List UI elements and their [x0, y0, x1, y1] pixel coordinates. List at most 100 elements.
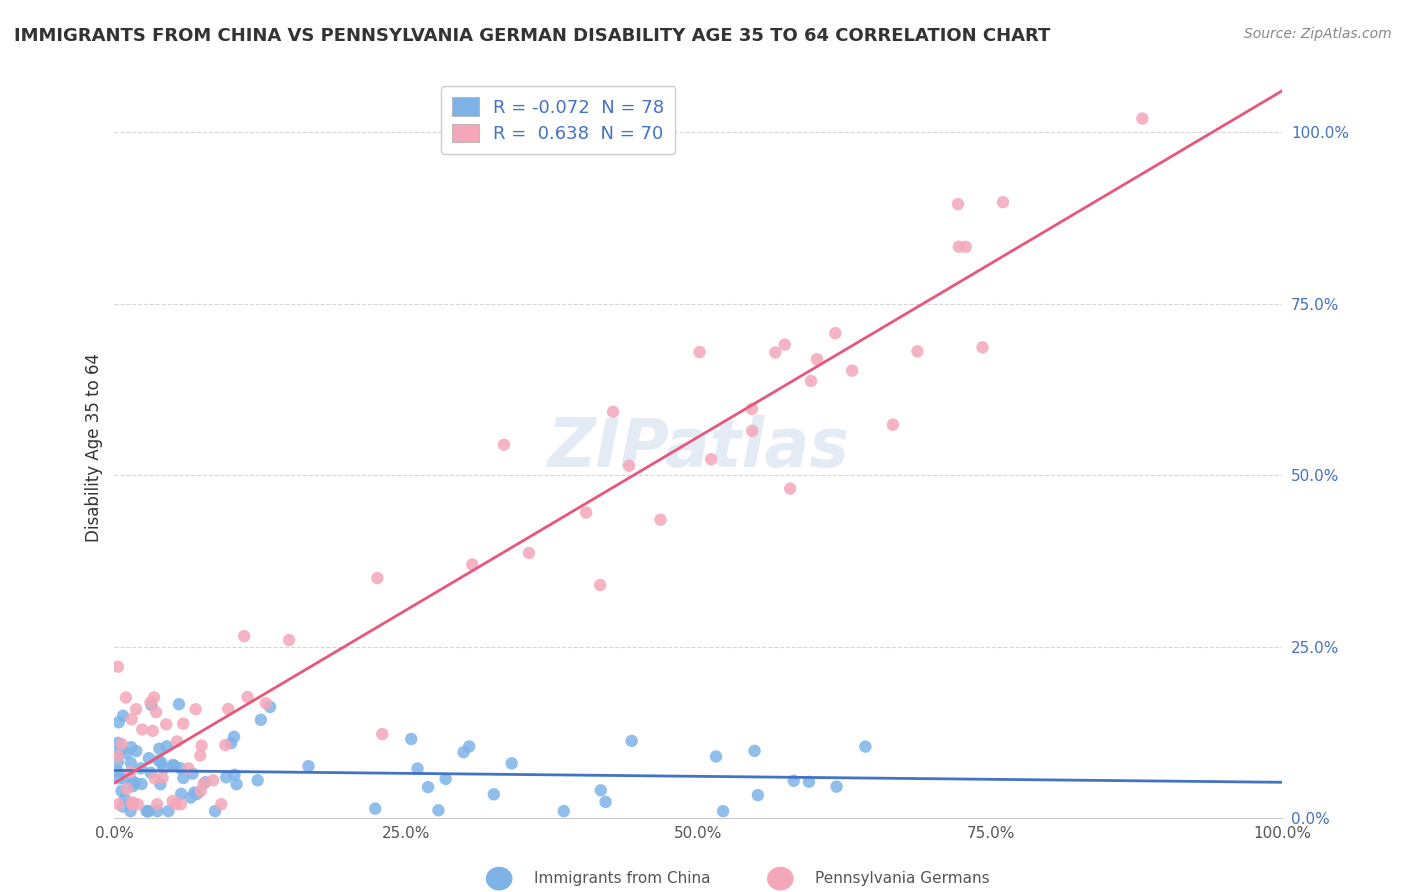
- Point: [162, 794, 184, 808]
- Point: [139, 765, 162, 780]
- Point: [107, 749, 129, 764]
- Point: [233, 629, 256, 643]
- Point: [824, 326, 846, 341]
- Point: [121, 774, 143, 789]
- Point: [689, 345, 711, 359]
- Point: [169, 761, 191, 775]
- Point: [204, 804, 226, 818]
- Point: [517, 546, 540, 560]
- Point: [946, 197, 969, 211]
- Point: [111, 737, 134, 751]
- Point: [589, 783, 612, 797]
- Point: [129, 761, 152, 775]
- Point: [236, 690, 259, 704]
- Point: [620, 734, 643, 748]
- Point: [152, 771, 174, 785]
- Point: [366, 571, 388, 585]
- Point: [120, 765, 142, 780]
- Point: [121, 797, 143, 812]
- Point: [209, 797, 232, 812]
- Point: [841, 364, 863, 378]
- Point: [783, 773, 806, 788]
- Point: [149, 777, 172, 791]
- Point: [225, 777, 247, 791]
- Point: [115, 747, 138, 761]
- Text: Immigrants from China: Immigrants from China: [534, 871, 711, 886]
- Point: [825, 780, 848, 794]
- Point: [170, 787, 193, 801]
- Point: [166, 734, 188, 748]
- Point: [115, 781, 138, 796]
- Point: [991, 195, 1014, 210]
- Point: [215, 770, 238, 784]
- Point: [744, 744, 766, 758]
- Point: [107, 755, 129, 769]
- Point: [120, 756, 142, 770]
- Point: [131, 723, 153, 737]
- Point: [617, 458, 640, 473]
- Point: [297, 759, 319, 773]
- Point: [589, 578, 612, 592]
- Point: [181, 766, 204, 780]
- Point: [180, 790, 202, 805]
- Point: [224, 768, 246, 782]
- Point: [254, 696, 277, 710]
- Point: [214, 738, 236, 752]
- Point: [797, 774, 820, 789]
- Point: [800, 374, 823, 388]
- Point: [184, 702, 207, 716]
- Point: [399, 731, 422, 746]
- Point: [741, 401, 763, 416]
- Point: [434, 772, 457, 786]
- Point: [107, 797, 129, 812]
- Point: [217, 702, 239, 716]
- Point: [219, 736, 242, 750]
- Point: [107, 659, 129, 673]
- Point: [170, 797, 193, 812]
- Point: [553, 804, 575, 818]
- Point: [122, 797, 145, 812]
- Point: [145, 705, 167, 719]
- Point: [125, 702, 148, 716]
- Point: [146, 797, 169, 812]
- Point: [111, 799, 134, 814]
- Point: [156, 739, 179, 754]
- Point: [806, 352, 828, 367]
- Point: [595, 795, 617, 809]
- Point: [120, 740, 142, 755]
- Point: [186, 787, 208, 801]
- Point: [259, 700, 281, 714]
- Point: [458, 739, 481, 754]
- Point: [747, 788, 769, 802]
- Point: [453, 745, 475, 759]
- Point: [882, 417, 904, 432]
- Point: [172, 771, 194, 785]
- Point: [107, 764, 129, 779]
- Point: [107, 715, 129, 730]
- Point: [157, 804, 180, 818]
- Point: [120, 804, 142, 818]
- Point: [955, 240, 977, 254]
- Point: [190, 784, 212, 798]
- Point: [115, 690, 138, 705]
- Point: [148, 754, 170, 768]
- Point: [650, 513, 672, 527]
- Point: [250, 713, 273, 727]
- Point: [371, 727, 394, 741]
- Point: [143, 772, 166, 786]
- Point: [222, 730, 245, 744]
- Point: [108, 771, 131, 785]
- Point: [501, 756, 523, 771]
- Point: [711, 804, 734, 818]
- Point: [172, 716, 194, 731]
- Point: [152, 761, 174, 775]
- Point: [278, 632, 301, 647]
- Point: [112, 708, 135, 723]
- Text: ZIPatlas: ZIPatlas: [547, 415, 849, 481]
- Point: [146, 804, 169, 818]
- Point: [190, 739, 212, 753]
- Point: [416, 780, 439, 794]
- Point: [741, 424, 763, 438]
- Point: [202, 773, 225, 788]
- Point: [138, 751, 160, 765]
